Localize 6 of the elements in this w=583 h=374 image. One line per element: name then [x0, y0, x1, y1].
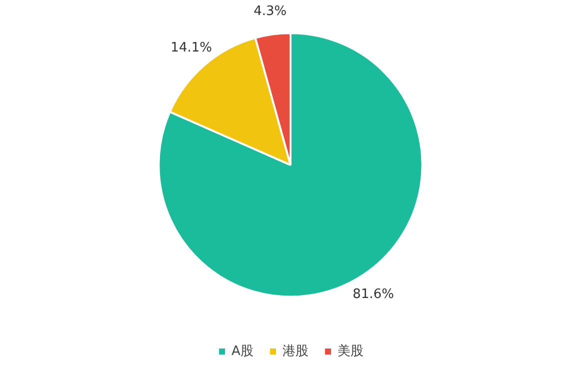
legend-label: 美股 [337, 343, 364, 360]
data-label: 81.6% [352, 287, 394, 302]
legend-label: 港股 [282, 343, 308, 360]
data-label: 4.3% [254, 4, 287, 20]
data-label: 14.1% [170, 40, 212, 56]
legend-label: A股 [232, 343, 254, 360]
